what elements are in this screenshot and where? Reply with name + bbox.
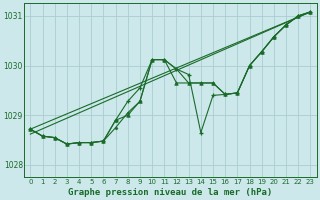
X-axis label: Graphe pression niveau de la mer (hPa): Graphe pression niveau de la mer (hPa) bbox=[68, 188, 273, 197]
